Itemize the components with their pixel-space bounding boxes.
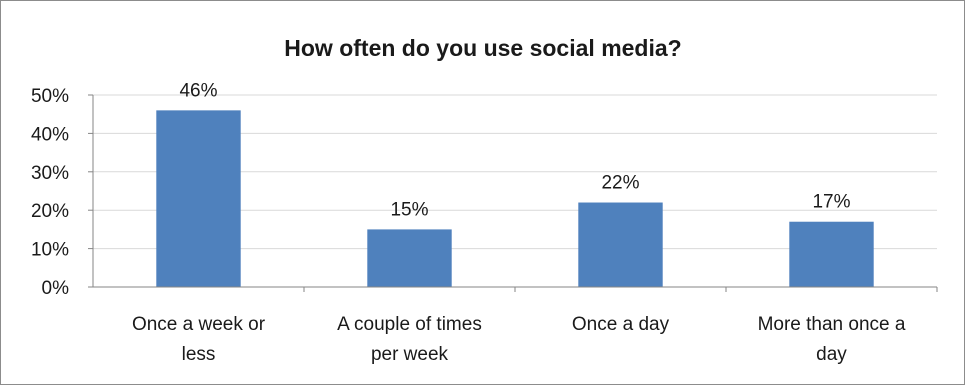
y-tick-label: 50% (31, 86, 69, 107)
chart-title: How often do you use social media? (284, 35, 681, 61)
y-tick-labels: 0% 10% 20% 30% 40% 50% (31, 86, 69, 299)
category-label: More than once a day (758, 314, 906, 365)
category-label: A couple of times per week (337, 314, 482, 365)
category-label-line: per week (371, 344, 449, 365)
bar (578, 202, 663, 287)
data-label: 17% (812, 192, 850, 213)
y-tick-label: 0% (42, 278, 70, 299)
bar (367, 229, 452, 287)
category-label-line: day (816, 344, 847, 365)
axes (88, 94, 938, 292)
category-label: Once a week or less (132, 314, 266, 365)
category-label-line: More than once a (758, 314, 906, 335)
category-label-line: Once a day (572, 314, 670, 335)
data-label: 46% (179, 80, 217, 101)
data-label: 22% (601, 173, 639, 194)
category-label-line: less (182, 344, 216, 365)
y-tick-label: 10% (31, 240, 69, 261)
bar (789, 221, 874, 287)
data-labels: 46% 15% 22% 17% (179, 80, 850, 220)
category-label-line: A couple of times (337, 314, 482, 335)
y-tick-label: 40% (31, 124, 69, 145)
bar (156, 110, 241, 287)
y-tick-label: 20% (31, 201, 69, 222)
y-tick-label: 30% (31, 163, 69, 184)
category-label: Once a day (572, 314, 670, 335)
bars (156, 110, 874, 287)
category-labels: Once a week or less A couple of times per w… (132, 314, 906, 365)
data-label: 15% (390, 199, 428, 220)
category-label-line: Once a week or (132, 314, 266, 335)
